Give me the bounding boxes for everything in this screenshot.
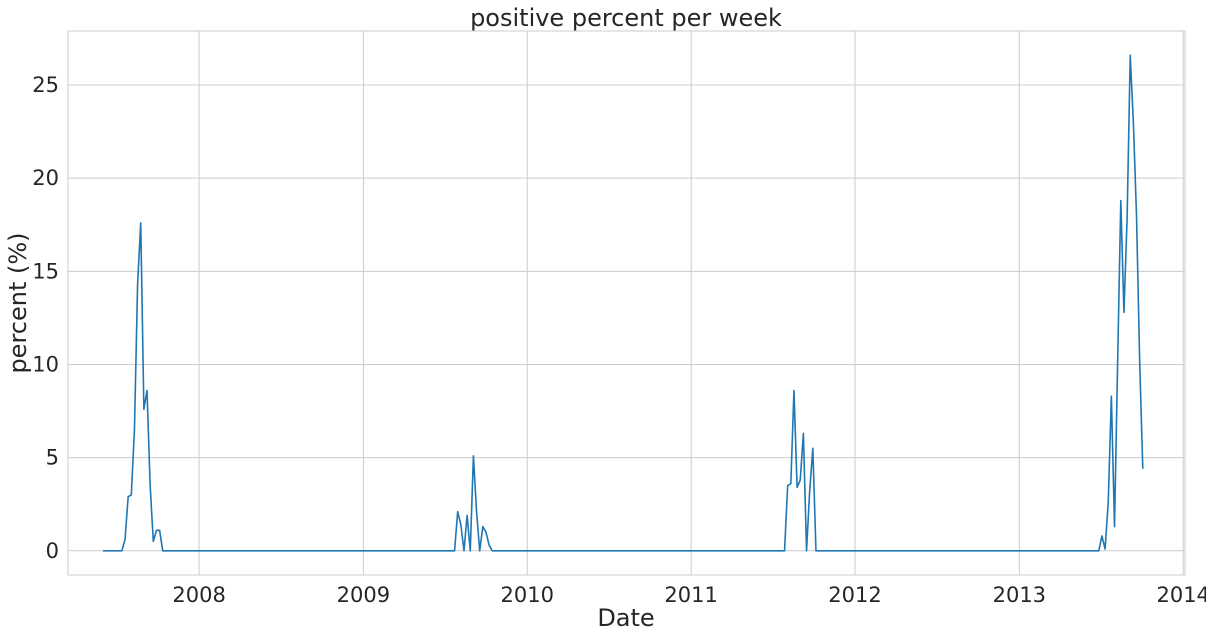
series-line: [103, 54, 1144, 552]
y-tick-label: 0: [46, 539, 59, 563]
y-tick-label: 20: [32, 166, 59, 190]
plot-frame: [67, 30, 1186, 576]
x-tick-label: 2013: [993, 583, 1046, 607]
x-axis-title: Date: [597, 604, 654, 632]
y-tick-label: 15: [32, 259, 59, 283]
chart-title: positive percent per week: [470, 4, 782, 32]
y-tick-labels: 0 5 10 15 20 25: [32, 73, 59, 563]
x-tick-label: 2009: [337, 583, 390, 607]
x-tick-label: 2014: [1156, 583, 1206, 607]
y-tick-label: 25: [32, 73, 59, 97]
y-tick-label: 5: [46, 446, 59, 470]
y-axis-title: percent (%): [4, 232, 32, 373]
grid-lines: [68, 31, 1185, 575]
y-tick-label: 10: [32, 352, 59, 376]
x-tick-labels: 2008 2009 2010 2011 2012 2013 2014: [172, 583, 1206, 607]
x-tick-label: 2010: [501, 583, 554, 607]
x-tick-label: 2012: [828, 583, 881, 607]
x-tick-label: 2011: [664, 583, 717, 607]
x-tick-label: 2008: [172, 583, 225, 607]
